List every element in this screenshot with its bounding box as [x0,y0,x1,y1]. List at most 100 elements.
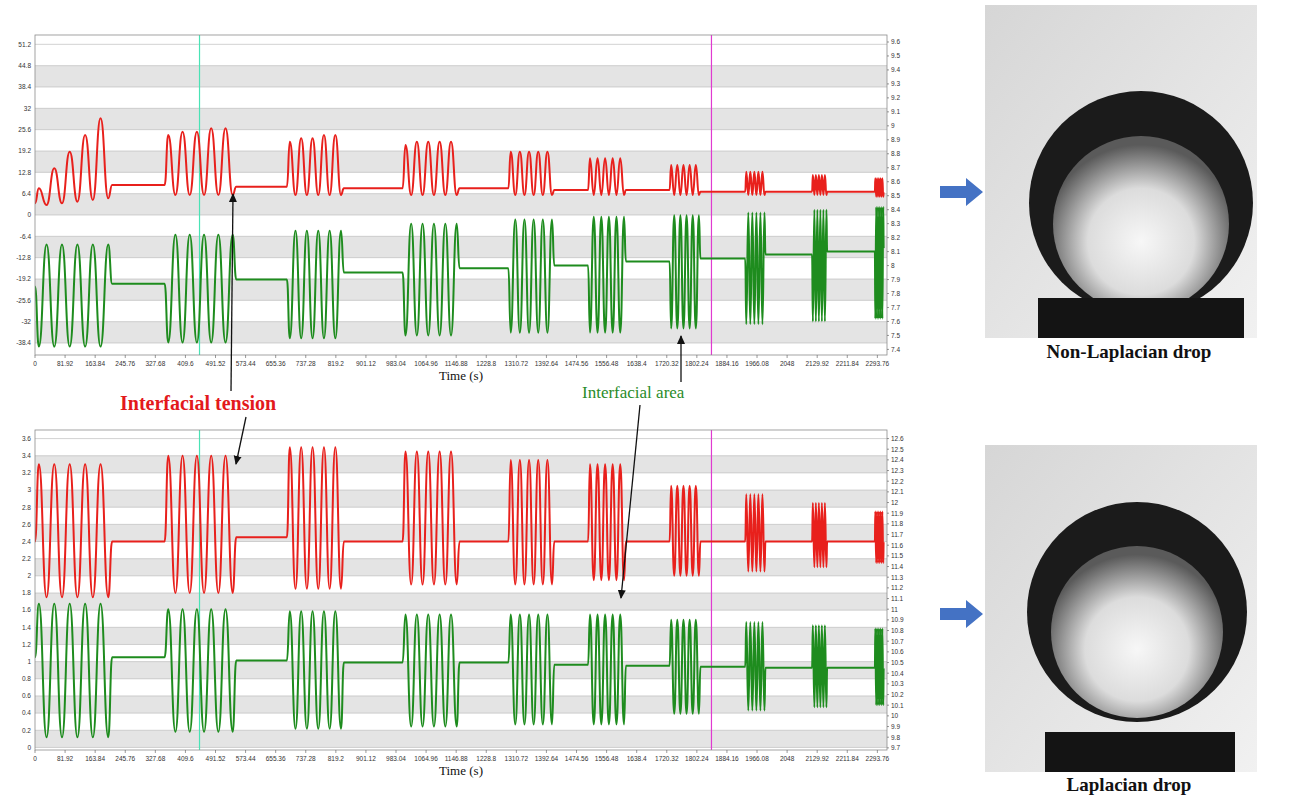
grid-line [35,438,887,439]
y2-tick-label: 11.7 [891,531,904,538]
x-tick-label: 2129.92 [805,755,829,762]
y-tick-label: 3.2 [22,469,31,476]
y2-tick [887,641,889,642]
drop-outline [1027,502,1247,722]
x-tick [636,750,637,753]
x-tick-label: 1310.72 [505,755,529,762]
y2-tick [887,41,889,42]
grid-band [35,593,887,610]
x-tick [95,750,96,753]
data-line [35,447,884,597]
y2-tick [887,523,889,524]
y2-tick-label: 8.8 [891,150,900,157]
y2-tick [887,449,889,450]
y2-tick [887,545,889,546]
y2-tick [887,715,889,716]
x-tick-label: 901.12 [356,755,376,762]
y2-tick-label: 10.3 [891,680,904,687]
x-tick [817,750,818,753]
y2-tick-label: 9.7 [891,744,900,751]
x-tick [65,355,66,358]
y2-tick-label: 11.2 [891,584,904,591]
y2-tick [887,502,889,503]
x-tick-label: 1966.08 [745,755,769,762]
y2-tick [887,705,889,706]
grid-line [35,472,887,473]
y2-tick-label: 10.4 [891,670,904,677]
y2-tick-label: 12.6 [891,435,904,442]
y2-tick-label: 8 [891,262,895,269]
x-tick [95,355,96,358]
x-tick [155,750,156,753]
photo-caption: Non-Laplacian drop [1047,341,1212,362]
y2-tick-label: 9.8 [891,734,900,741]
y2-tick-label: 9.9 [891,723,900,730]
grid-line [35,65,887,66]
x-tick-label: 245.76 [115,755,135,762]
y2-tick-label: 7.4 [891,346,900,353]
y2-tick [887,251,889,252]
grid-band [35,456,887,473]
grid-line [35,321,887,322]
x-tick-label: 573.44 [236,755,256,762]
y-tick-label: -38.4 [16,339,31,346]
x-tick-label: 2129.92 [805,360,829,367]
x-tick [396,355,397,358]
x-tick-label: 327.68 [145,755,165,762]
y2-tick [887,598,889,599]
y2-tick [887,470,889,471]
x-tick [666,750,667,753]
grid-band [35,322,887,343]
x-tick [546,750,547,753]
y2-tick [887,694,889,695]
photo-background [985,445,1257,772]
y2-tick [887,167,889,168]
x-tick [757,355,758,358]
y2-tick [887,209,889,210]
y2-tick-label: 12.3 [891,467,904,474]
grid-band [35,730,887,747]
x-tick-label: 2048 [780,360,795,367]
y-tick-label: 6.4 [22,190,31,197]
y-tick-label: 3.4 [22,452,31,459]
x-tick-label: 2293.76 [866,755,890,762]
x-tick-label: 409.6 [177,755,194,762]
needle-base [1038,298,1244,338]
x-tick [185,750,186,753]
grid-line [35,593,887,594]
x-tick [456,355,457,358]
y2-tick [887,737,889,738]
x-tick-label: 573.44 [236,360,256,367]
plot-data [35,430,884,750]
y-tick-label: 38.4 [18,83,31,90]
x-tick [606,355,607,358]
x-tick [787,750,788,753]
y2-tick [887,279,889,280]
plot-background [35,35,887,355]
x-tick-label: 655.36 [266,755,286,762]
y2-tick-label: 12 [891,499,899,506]
y2-tick-label: 10 [891,712,899,719]
y2-tick [887,125,889,126]
x-tick-label: 1228.8 [476,360,496,367]
y2-tick-label: 8.9 [891,136,900,143]
x-tick [847,750,848,753]
x-tick-label: 1884.16 [715,360,739,367]
y2-tick-label: 10.2 [891,691,904,698]
y2-tick [887,265,889,266]
y-tick-label: 0.4 [22,709,31,716]
x-tick-label: 737.28 [296,755,316,762]
x-tick [245,355,246,358]
grid-line [35,108,887,109]
y2-tick-label: 10.9 [891,616,904,623]
x-tick-label: 901.12 [356,360,376,367]
y-tick-label: 2 [27,572,31,579]
x-tick-label: 1064.96 [414,755,438,762]
y-tick-label: 2.4 [22,538,31,545]
y-tick-label: 25.6 [18,126,31,133]
x-tick [215,750,216,753]
annotation-label: Interfacial area [582,383,685,402]
x-tick-label: 1884.16 [715,755,739,762]
x-tick-label: 327.68 [145,360,165,367]
x-tick [125,355,126,358]
